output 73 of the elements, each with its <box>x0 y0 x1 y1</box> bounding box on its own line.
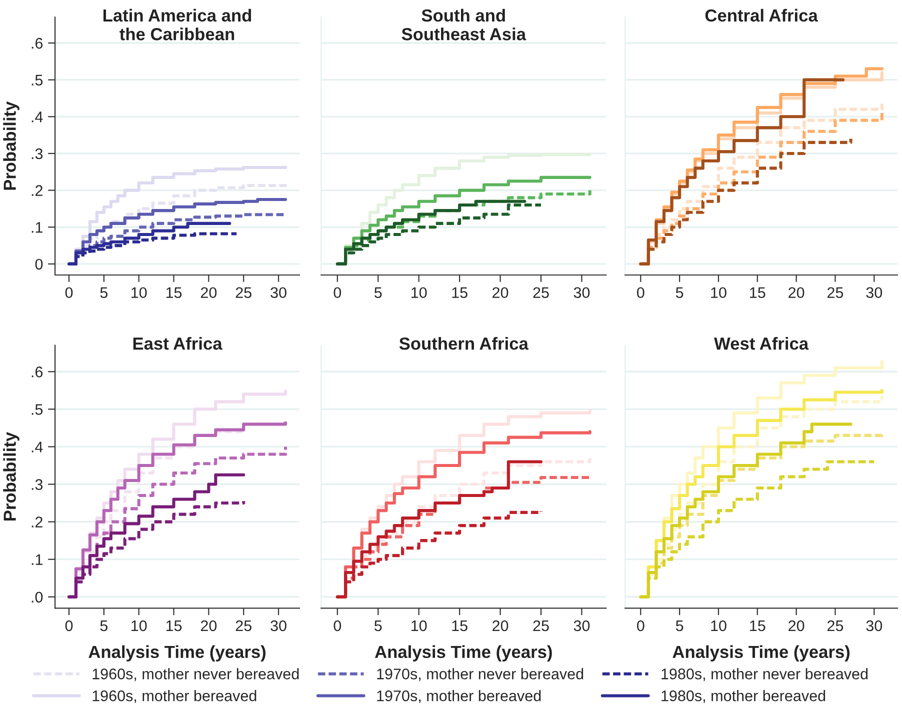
y-tick-label: .1 <box>32 554 42 565</box>
y-tick-label: .5 <box>32 74 43 86</box>
x-tick-label: 20 <box>788 287 804 298</box>
x-tick-label: 10 <box>711 287 726 298</box>
y-tick-label: .4 <box>32 112 43 122</box>
x-tick-label: 5 <box>676 620 684 632</box>
x-tick-label: 0 <box>65 287 73 298</box>
x-tick-label: 15 <box>750 287 766 298</box>
y-tick-label: .2 <box>32 185 42 196</box>
y-tick-label: .3 <box>32 479 43 490</box>
x-tick-label: 5 <box>100 287 108 298</box>
x-tick-label: 10 <box>412 620 427 632</box>
x-tick-label: 30 <box>866 287 882 298</box>
x-tick-label: 30 <box>866 620 882 632</box>
x-tick-label: 0 <box>334 287 342 298</box>
legend-label: 1960s, mother bereaved <box>92 690 256 704</box>
x-tick-label: 0 <box>334 620 342 632</box>
chart-title: West Africa <box>714 337 809 350</box>
x-tick-label: 15 <box>750 620 766 632</box>
x-tick-label: 20 <box>788 620 804 632</box>
y-tick-label: .5 <box>32 404 43 415</box>
x-tick-label: 25 <box>236 620 252 632</box>
y-tick-label: .3 <box>32 148 43 160</box>
x-tick-label: 0 <box>65 620 73 632</box>
x-axis-title: Analysis Time (years) <box>672 645 850 662</box>
y-tick-label: .4 <box>32 442 43 452</box>
x-tick-label: 25 <box>533 287 549 298</box>
x-tick-label: 5 <box>676 287 684 298</box>
x-tick-label: 25 <box>236 287 252 298</box>
chart-title: Latin America and the Caribbean <box>103 8 252 40</box>
x-tick-label: 0 <box>637 620 644 632</box>
x-tick-label: 10 <box>711 620 726 632</box>
y-axis-title: Probability <box>3 101 20 190</box>
y-tick-label: 0 <box>35 258 43 270</box>
chart-title: Central Africa <box>705 8 818 22</box>
x-tick-label: 30 <box>270 287 286 298</box>
x-tick-label: 10 <box>412 287 427 298</box>
legend-label: 1970s, mother never bereaved <box>377 668 584 682</box>
legend-label: 1970s, mother bereaved <box>377 690 541 704</box>
x-tick-label: 10 <box>132 287 147 298</box>
x-tick-label: 0 <box>637 287 644 298</box>
y-axis-title: Probability <box>3 432 20 520</box>
chart-title: East Africa <box>133 337 222 350</box>
x-axis-title: Analysis Time (years) <box>374 645 552 662</box>
y-tick-label: .6 <box>32 366 43 378</box>
x-tick-label: 20 <box>492 287 508 298</box>
legend-label: 1960s, mother never bereaved <box>92 668 299 682</box>
x-tick-label: 5 <box>374 620 382 632</box>
y-tick-label: .1 <box>32 222 42 233</box>
x-tick-label: 15 <box>452 620 468 632</box>
legend-label: 1980s, mother bereaved <box>662 690 826 704</box>
x-tick-label: 15 <box>166 620 182 632</box>
x-tick-label: 20 <box>200 620 217 632</box>
y-tick-label: .2 <box>32 516 42 528</box>
y-tick-label: .0 <box>32 592 43 603</box>
x-tick-label: 10 <box>132 620 147 632</box>
x-tick-label: 5 <box>100 620 108 632</box>
y-tick-label: .6 <box>32 38 43 49</box>
x-tick-label: 30 <box>270 620 286 632</box>
x-tick-label: 20 <box>200 287 217 298</box>
legend-label: 1980s, mother never bereaved <box>662 668 868 682</box>
x-tick-label: 15 <box>166 287 182 298</box>
x-tick-label: 30 <box>574 287 590 298</box>
x-tick-label: 25 <box>828 620 844 632</box>
chart-title: Southern Africa <box>399 337 529 350</box>
x-axis-title: Analysis Time (years) <box>88 645 266 662</box>
chart-title: South and Southeast Asia <box>402 8 526 40</box>
x-tick-label: 30 <box>574 620 590 632</box>
x-tick-label: 20 <box>492 620 508 632</box>
x-tick-label: 15 <box>452 287 468 298</box>
x-tick-label: 5 <box>374 287 382 298</box>
x-tick-label: 25 <box>533 620 549 632</box>
x-tick-label: 25 <box>828 287 844 298</box>
